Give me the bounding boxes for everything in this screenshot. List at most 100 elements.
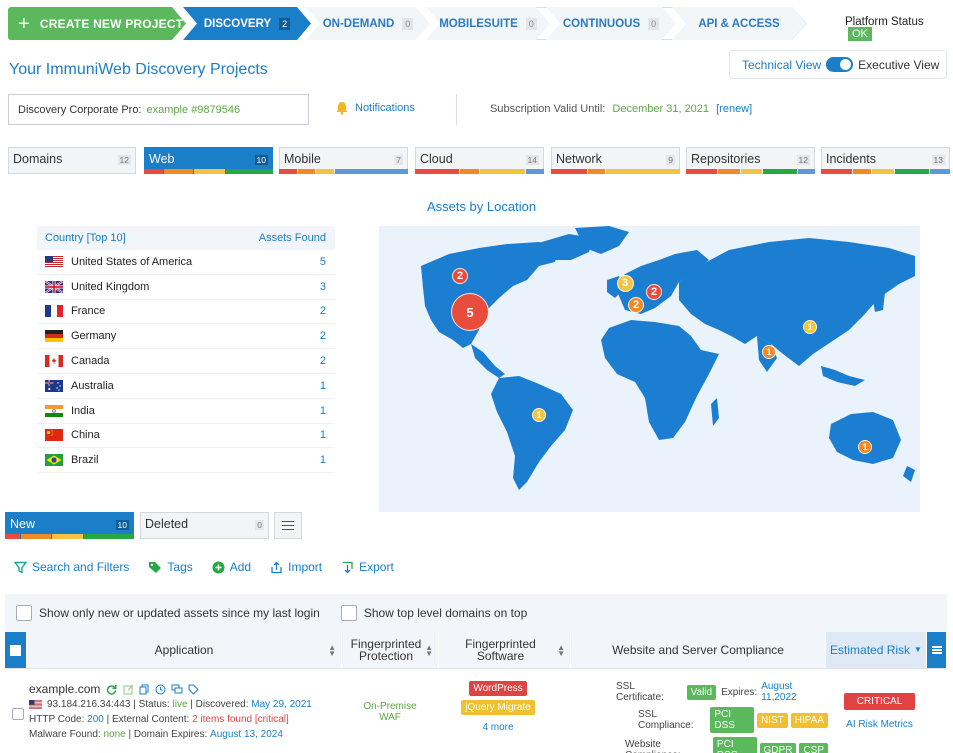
country-row[interactable]: China 1	[37, 424, 335, 449]
view-toggle-switch[interactable]	[826, 57, 854, 72]
view-toggle[interactable]: Technical View Executive View	[729, 50, 947, 79]
import-label: Import	[288, 560, 323, 574]
tab-mobilesuite[interactable]: MOBILESUITE 0	[426, 7, 550, 40]
tab-deleted[interactable]: Deleted 0	[140, 512, 269, 539]
project-selector[interactable]: Discovery Corporate Pro: example #987954…	[8, 94, 309, 125]
tab-discovery[interactable]: DISCOVERY 2	[183, 7, 311, 40]
discovered-date: May 29, 2021	[251, 699, 312, 710]
category-tab-incidents[interactable]: Incidents 13	[821, 147, 950, 174]
tab-continuous[interactable]: CONTINUOUS 0	[546, 7, 676, 40]
copy-icon[interactable]	[139, 684, 150, 695]
category-tab-web[interactable]: Web 10	[144, 147, 273, 174]
category-tab-cloud[interactable]: Cloud 14	[415, 147, 544, 174]
map-bubble[interactable]: 1	[532, 408, 546, 422]
row-checkbox[interactable]	[12, 708, 24, 720]
only-new-checkbox[interactable]	[16, 605, 32, 621]
malware-value: none	[103, 729, 126, 740]
map-bubble[interactable]: 5	[451, 293, 489, 331]
search-filters-button[interactable]: Search and Filters	[14, 560, 129, 574]
col-application-label: Application	[154, 643, 214, 657]
export-label: Export	[359, 560, 394, 574]
country-asset-count[interactable]: 2	[319, 355, 326, 368]
ssl-compliance-label: SSL Compliance:	[638, 709, 694, 731]
software-badge[interactable]: WordPress	[469, 681, 527, 696]
tab-api-access[interactable]: API & ACCESS	[672, 7, 806, 40]
country-asset-count[interactable]: 5	[319, 255, 326, 268]
compliance-badge[interactable]: NIST	[756, 712, 788, 728]
map-bubble[interactable]: 2	[646, 284, 662, 300]
col-estimated-risk[interactable]: Estimated Risk ▼	[826, 632, 927, 668]
country-asset-count[interactable]: 1	[319, 379, 326, 392]
category-tab-domains[interactable]: Domains 12	[8, 147, 136, 174]
compliance-badge[interactable]: HIPAA	[790, 712, 828, 728]
tab-new[interactable]: New 10	[5, 512, 134, 539]
col-assets-found[interactable]: Assets Found	[258, 232, 326, 244]
edit-icon[interactable]	[123, 684, 134, 695]
tab-on-demand[interactable]: ON-DEMAND 0	[306, 7, 430, 40]
tags-label: Tags	[167, 560, 193, 574]
asset-domain[interactable]: example.com	[29, 682, 101, 696]
country-row[interactable]: Australia 1	[37, 374, 335, 399]
country-row[interactable]: United States of America 5	[37, 250, 335, 275]
col-country[interactable]: Country [Top 10]	[45, 232, 126, 244]
top-level-checkbox[interactable]	[340, 605, 357, 621]
tag-icon[interactable]	[188, 684, 200, 695]
ca-flag-icon	[45, 355, 63, 368]
col-fp-protection[interactable]: Fingerprinted Protection ▲ ▼	[342, 632, 439, 668]
tab-mobilesuite-label: MOBILESUITE	[439, 17, 518, 30]
compliance-badge[interactable]: GDPR	[759, 742, 797, 753]
col-application[interactable]: Application ▲ ▼	[27, 632, 342, 668]
col-fp-software[interactable]: Fingerprinted Software ▲ ▼	[439, 632, 571, 668]
country-row[interactable]: Germany 2	[37, 324, 335, 350]
renew-link[interactable]: [renew]	[716, 103, 753, 115]
top-level-filter[interactable]: Show top level domains on top	[340, 605, 527, 621]
list-menu-button[interactable]	[274, 512, 302, 539]
add-button[interactable]: Add	[212, 560, 251, 574]
country-row[interactable]: Brazil 1	[37, 448, 335, 474]
refresh-icon[interactable]	[106, 684, 117, 695]
only-new-filter[interactable]: Show only new or updated assets since my…	[16, 605, 320, 621]
software-badge[interactable]: jQuery Migrate	[461, 700, 535, 715]
compliance-badge[interactable]: CSP	[799, 742, 828, 753]
ssl-certificate-badge[interactable]: Valid	[686, 684, 717, 700]
technical-view-label[interactable]: Technical View	[742, 57, 822, 72]
map-bubble[interactable]: 2	[452, 268, 468, 284]
compliance-badge[interactable]: PCI DSS	[712, 737, 757, 753]
history-icon[interactable]	[155, 684, 166, 695]
risk-badge[interactable]: CRITICAL	[843, 693, 916, 710]
map-bubble[interactable]: 1	[762, 345, 776, 359]
tags-button[interactable]: Tags	[148, 560, 193, 574]
country-row[interactable]: India 1	[37, 399, 335, 424]
notifications-link[interactable]: Notifications	[335, 101, 415, 115]
country-row[interactable]: United Kingdom 3	[37, 275, 335, 300]
comments-icon[interactable]	[171, 684, 183, 695]
map-bubble[interactable]: 2	[628, 297, 644, 313]
country-row[interactable]: France 2	[37, 300, 335, 325]
create-new-project-button[interactable]: + CREATE NEW PROJECT	[8, 7, 186, 40]
column-menu-button[interactable]	[927, 632, 947, 668]
table-row[interactable]: example.com 93.184.216.34:443 | Status: …	[5, 671, 947, 753]
country-asset-count[interactable]: 1	[319, 429, 326, 442]
country-asset-count[interactable]: 1	[319, 454, 326, 467]
map-bubble[interactable]: 1	[803, 320, 817, 334]
country-asset-count[interactable]: 2	[319, 330, 326, 343]
country-asset-count[interactable]: 3	[319, 280, 326, 293]
category-tab-repositories[interactable]: Repositories 12	[686, 147, 815, 174]
map-bubble[interactable]: 3	[616, 274, 634, 292]
category-tab-network[interactable]: Network 9	[551, 147, 680, 174]
compliance-badge[interactable]: PCI DSS	[710, 707, 754, 733]
country-asset-count[interactable]: 2	[319, 305, 326, 318]
executive-view-label[interactable]: Executive View	[858, 57, 940, 72]
export-button[interactable]: Export	[341, 560, 394, 574]
category-tab-mobile[interactable]: Mobile 7	[279, 147, 409, 174]
map-bubble[interactable]: 1	[858, 440, 872, 454]
ai-risk-metrics-link[interactable]: AI Risk Metrics	[846, 719, 913, 730]
website-compliance-label: Website Compliance:	[625, 739, 681, 753]
country-asset-count[interactable]: 1	[319, 404, 326, 417]
select-all-checkbox[interactable]	[5, 632, 27, 668]
country-row[interactable]: Canada 2	[37, 349, 335, 374]
more-software-link[interactable]: 4 more	[482, 722, 514, 733]
external-content-value[interactable]: 2 items found [critical]	[192, 714, 289, 725]
import-button[interactable]: Import	[270, 560, 322, 574]
